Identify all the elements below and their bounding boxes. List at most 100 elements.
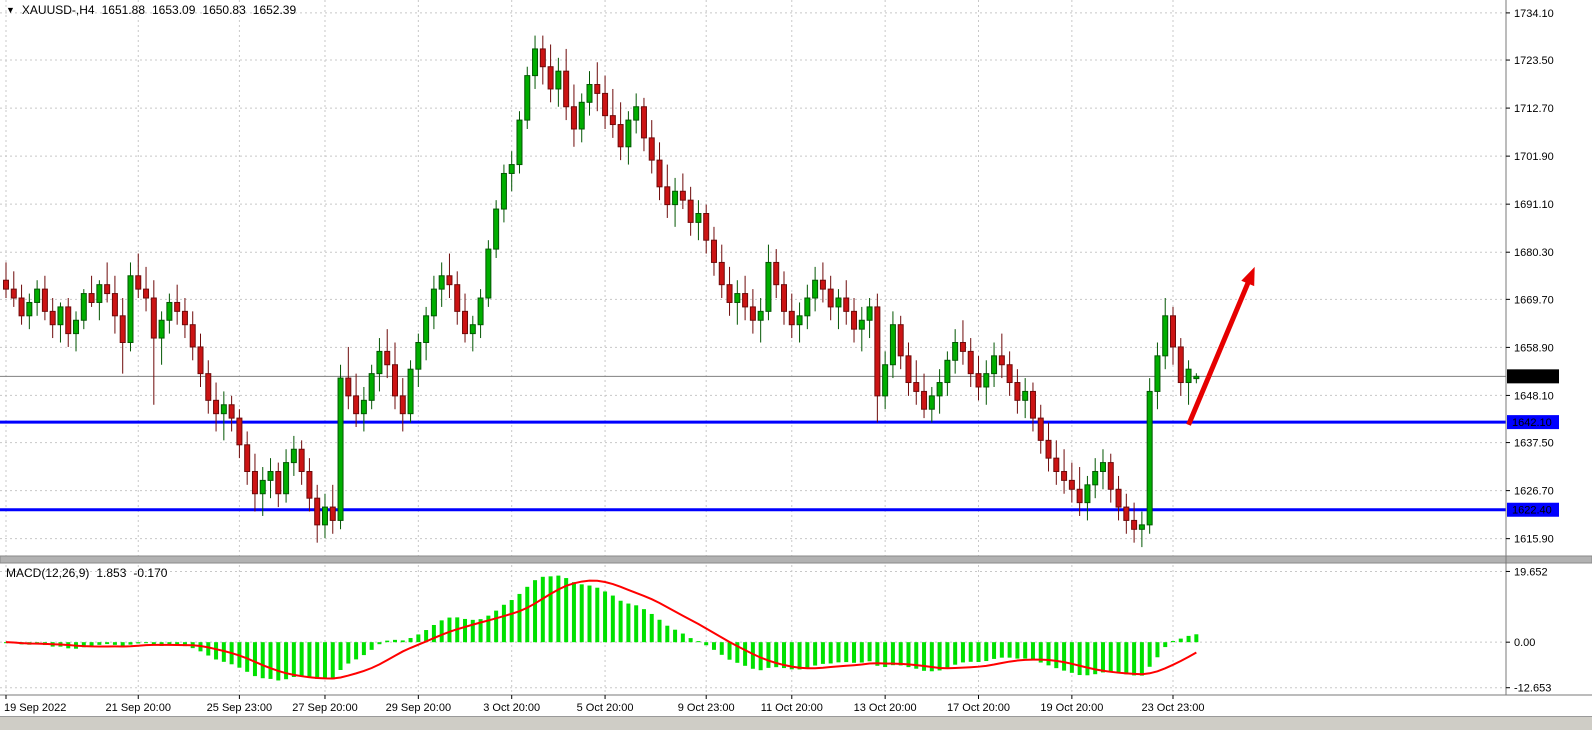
candle-body <box>975 373 982 388</box>
candle-body <box>874 306 881 397</box>
macd-bar <box>120 642 125 648</box>
candle-body <box>858 319 865 330</box>
macd-bar <box>1046 642 1051 666</box>
macd-bar <box>501 604 506 643</box>
macd-bar <box>1054 642 1059 669</box>
macd-bar <box>424 630 429 643</box>
macd-bar <box>1100 642 1105 673</box>
macd-bar <box>571 582 576 643</box>
macd-bar <box>112 642 117 645</box>
candle-body <box>508 164 515 174</box>
candle-body <box>197 346 204 375</box>
candle-body <box>329 506 336 521</box>
macd-value: 1.853 <box>96 566 127 580</box>
candle-body <box>703 213 710 241</box>
macd-bar <box>463 618 468 643</box>
macd-bar <box>1093 642 1098 675</box>
candle-body <box>967 350 974 375</box>
candle-body <box>1131 519 1138 530</box>
candle-body <box>1154 355 1161 392</box>
macd-bar <box>992 642 997 659</box>
candle-body <box>135 275 142 290</box>
trend-arrow[interactable] <box>1186 266 1255 426</box>
candle-body <box>205 373 212 401</box>
candle-body <box>913 382 920 392</box>
candle-body <box>1022 390 1029 401</box>
macd-bar <box>634 605 639 643</box>
macd-bar <box>214 642 219 660</box>
candle-body <box>547 66 554 90</box>
candle-body <box>1092 470 1099 486</box>
candle-body <box>687 199 694 223</box>
candle-body <box>959 341 966 352</box>
gridlines <box>0 0 1506 694</box>
candle-body <box>360 399 367 415</box>
time-axis-label: 29 Sep 20:00 <box>386 702 451 714</box>
candle-body <box>679 190 686 201</box>
candles <box>3 35 1200 548</box>
candle-body <box>578 101 585 130</box>
candle-body <box>150 297 157 339</box>
price-axis-label: 1615.90 <box>1514 534 1554 546</box>
candle-body <box>34 288 41 303</box>
candle-body <box>485 248 492 299</box>
pane-separator[interactable] <box>0 555 1592 564</box>
price-axis[interactable]: 1734.10 1723.50 1712.70 1701.90 1691.10 1680.… <box>1506 8 1554 695</box>
macd-bar <box>315 642 320 679</box>
candle-body <box>477 297 484 326</box>
symbol-dropdown-icon[interactable]: ▼ <box>6 5 15 15</box>
macd-bar <box>673 629 678 643</box>
price-tag: 1652.39 <box>1507 369 1559 384</box>
candle-body <box>430 288 437 317</box>
candle-body <box>244 444 251 472</box>
macd-bar <box>105 642 110 645</box>
candle-body <box>181 310 188 326</box>
candle-body <box>41 288 48 312</box>
candle-body <box>3 279 9 290</box>
time-axis[interactable]: 19 Sep 2022 21 Sep 20:00 25 Sep 23:00 27 Se… <box>4 695 1205 714</box>
macd-bar <box>369 642 374 650</box>
macd-bar <box>680 633 685 643</box>
candle-body <box>648 137 655 161</box>
legend-close: 1652.39 <box>252 3 297 17</box>
candle-body <box>742 293 749 308</box>
macd-axis-label: -12.653 <box>1514 683 1551 695</box>
candle-body <box>65 306 72 335</box>
macd-bar <box>299 642 304 677</box>
macd-bar <box>276 642 281 681</box>
candle-body <box>283 462 290 495</box>
macd-bar <box>618 600 623 643</box>
candle-body <box>368 373 375 401</box>
macd-bar <box>439 620 444 643</box>
macd-bar <box>136 642 141 644</box>
legend-open: 1651.88 <box>101 3 145 17</box>
candle-body <box>991 355 998 375</box>
candle-body <box>532 48 539 77</box>
candle-body <box>594 84 601 94</box>
macd-bar <box>735 642 740 663</box>
macd-bar <box>252 642 257 677</box>
macd-bar <box>922 642 927 671</box>
legend-high: 1653.09 <box>152 3 196 17</box>
macd-bar <box>626 603 631 643</box>
chart-legend: ▼ XAUUSD-,H4 1651.88 1653.09 1650.83 165… <box>6 3 296 17</box>
macd-bar <box>999 642 1004 658</box>
macd-bar <box>1062 642 1067 671</box>
macd-bar <box>945 642 950 669</box>
candle-body <box>998 355 1005 366</box>
macd-bar <box>1069 642 1074 673</box>
price-tag: 1622.40 <box>1507 502 1559 517</box>
macd-bar <box>914 642 919 669</box>
macd-axis-label: 19.652 <box>1514 566 1548 578</box>
candle-body <box>259 479 266 495</box>
macd-bar <box>743 642 748 666</box>
price-axis-label: 1701.90 <box>1514 151 1554 163</box>
macd-histogram <box>4 575 1199 681</box>
macd-bar <box>898 642 903 666</box>
macd-bar <box>564 578 569 643</box>
candle-body <box>454 284 461 312</box>
macd-bar <box>1178 638 1183 643</box>
candle-body <box>469 324 476 335</box>
